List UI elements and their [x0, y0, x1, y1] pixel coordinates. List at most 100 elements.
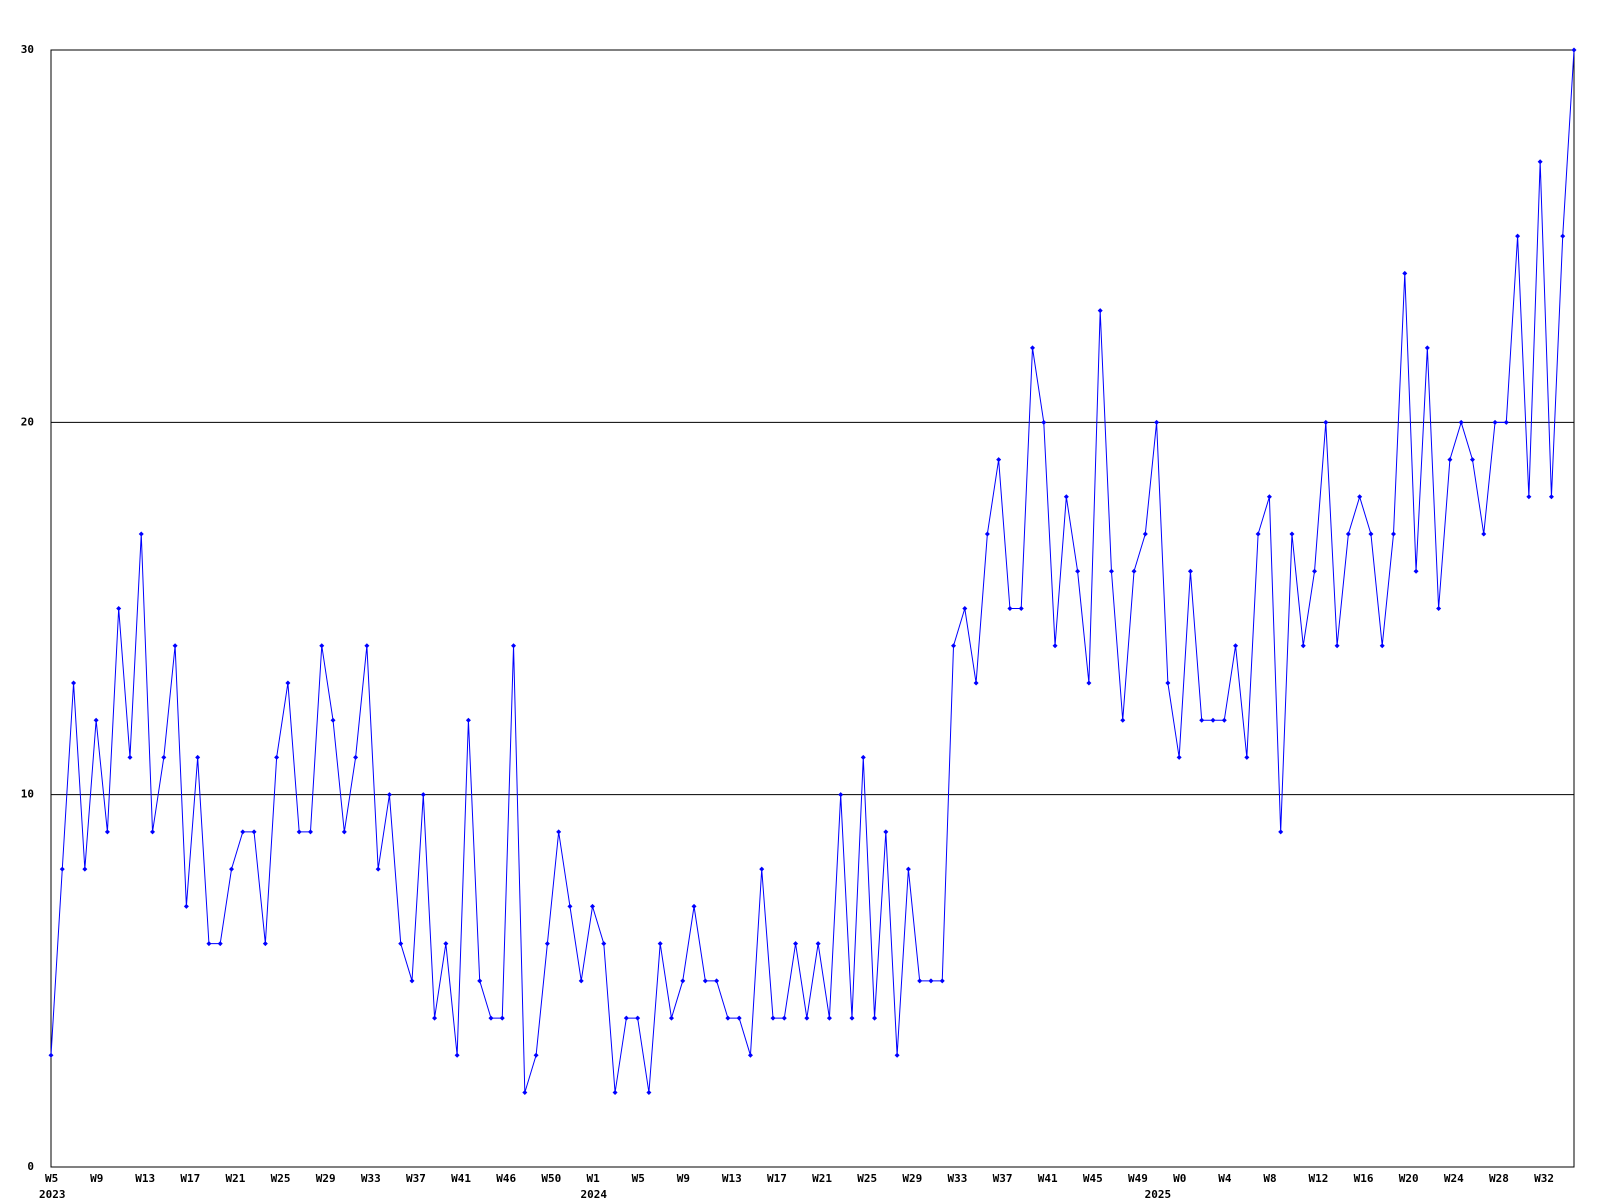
- data-point: [657, 941, 663, 947]
- data-point: [1199, 717, 1205, 723]
- data-point: [1481, 531, 1487, 537]
- data-point: [1436, 606, 1442, 611]
- data-point: [1131, 568, 1137, 574]
- data-point: [330, 717, 336, 723]
- data-point: [973, 680, 979, 686]
- data-point: [883, 829, 889, 835]
- data-point: [1007, 606, 1013, 611]
- data-point: [1266, 494, 1272, 500]
- x-tick-label: W25: [857, 1172, 877, 1185]
- data-point: [1379, 643, 1385, 649]
- data-point: [556, 829, 562, 835]
- data-point: [1120, 717, 1126, 723]
- data-point: [1413, 568, 1419, 574]
- data-point: [1063, 494, 1069, 500]
- data-point: [364, 643, 370, 649]
- data-point: [962, 606, 968, 611]
- data-point: [1357, 494, 1363, 500]
- data-point: [195, 754, 201, 760]
- data-point: [1176, 754, 1182, 760]
- data-point: [1221, 717, 1227, 723]
- data-point: [1560, 233, 1566, 239]
- data-point: [296, 829, 302, 835]
- data-point: [1075, 568, 1081, 574]
- data-point: [747, 1052, 753, 1058]
- data-point: [849, 1015, 855, 1021]
- data-point: [793, 941, 799, 947]
- data-point: [183, 903, 189, 909]
- data-point: [826, 1015, 832, 1021]
- data-point: [736, 1015, 742, 1021]
- x-tick-label: W21: [812, 1172, 832, 1185]
- data-point: [409, 978, 415, 984]
- x-tick-label: W50: [541, 1172, 561, 1185]
- y-tick-label: 0: [27, 1160, 34, 1173]
- data-point: [646, 1090, 652, 1096]
- data-point: [781, 1015, 787, 1021]
- data-point: [804, 1015, 810, 1021]
- data-point: [1402, 270, 1408, 276]
- plot-frame: [50, 49, 1575, 1168]
- data-point: [488, 1015, 494, 1021]
- data-point: [1029, 345, 1035, 351]
- x-tick-label: W29: [902, 1172, 922, 1185]
- x-tick-label: W8: [1263, 1172, 1276, 1185]
- data-point: [725, 1015, 731, 1021]
- data-point: [1142, 531, 1148, 537]
- data-point: [1424, 345, 1430, 351]
- x-tick-label: W9: [90, 1172, 103, 1185]
- data-point: [928, 978, 934, 984]
- data-point: [1052, 643, 1058, 649]
- data-point: [1233, 643, 1239, 649]
- data-point: [319, 643, 325, 649]
- data-point: [612, 1090, 618, 1096]
- x-tick-label: W9: [677, 1172, 690, 1185]
- data-point: [386, 792, 392, 798]
- data-point: [353, 754, 359, 760]
- data-point: [544, 941, 550, 947]
- data-point: [1548, 494, 1554, 500]
- data-point: [341, 829, 347, 835]
- data-point: [48, 1052, 54, 1058]
- x-tick-label: W1: [587, 1172, 601, 1185]
- data-point: [206, 941, 212, 947]
- data-point: [1469, 457, 1475, 463]
- x-tick-label: W13: [135, 1172, 155, 1185]
- data-point: [939, 978, 945, 984]
- data-point: [917, 978, 923, 984]
- y-tick-label: 10: [21, 788, 34, 801]
- x-tick-label: W21: [226, 1172, 246, 1185]
- data-point: [465, 717, 471, 723]
- data-point: [443, 941, 449, 947]
- data-point: [590, 903, 596, 909]
- data-point: [1492, 419, 1498, 425]
- x-tick-label: W20: [1399, 1172, 1419, 1185]
- data-point: [240, 829, 246, 835]
- data-point: [1458, 419, 1464, 425]
- data-line: [50, 49, 1575, 1093]
- data-point: [454, 1052, 460, 1058]
- data-point: [1154, 419, 1160, 425]
- x-tick-label: W33: [948, 1172, 968, 1185]
- data-point: [71, 680, 77, 686]
- data-point: [499, 1015, 505, 1021]
- data-point: [398, 941, 404, 947]
- data-point: [1503, 419, 1509, 425]
- data-point: [1447, 457, 1453, 463]
- x-tick-label: W37: [993, 1172, 1013, 1185]
- data-point: [860, 754, 866, 760]
- data-point: [522, 1090, 528, 1096]
- data-point: [1537, 159, 1543, 165]
- data-point: [477, 978, 483, 984]
- data-point: [251, 829, 257, 835]
- x-tick-label: W41: [451, 1172, 471, 1185]
- x-tick-label: W32: [1534, 1172, 1554, 1185]
- year-label: 2025: [1145, 1188, 1172, 1200]
- x-tick-label: W5: [632, 1172, 645, 1185]
- data-point: [82, 866, 88, 872]
- data-point: [138, 531, 144, 537]
- data-point: [691, 903, 697, 909]
- data-point: [307, 829, 313, 835]
